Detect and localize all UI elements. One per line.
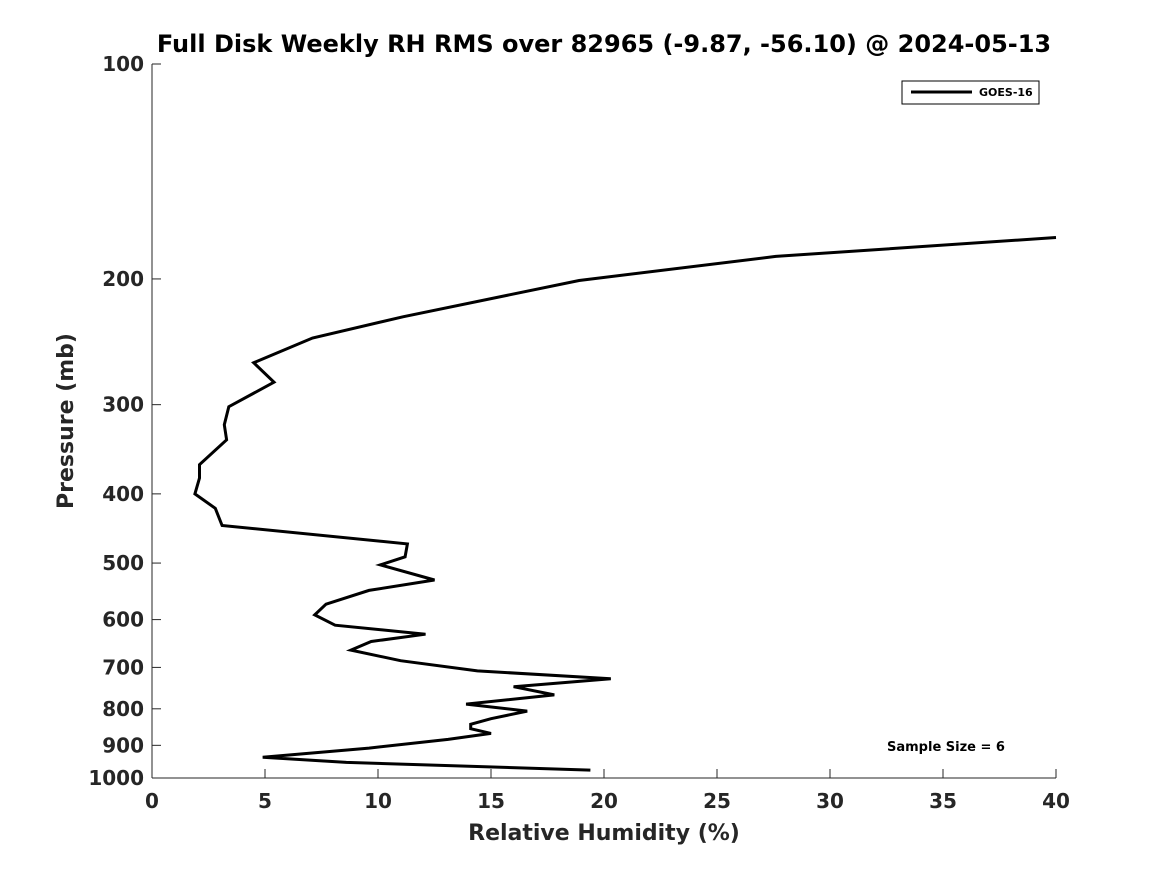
x-tick-label: 25 (703, 789, 731, 813)
y-tick-label: 600 (102, 608, 144, 632)
y-tick-label: 200 (102, 267, 144, 291)
y-tick-label: 700 (102, 655, 144, 679)
x-tick-label: 0 (145, 789, 159, 813)
x-tick-label: 20 (590, 789, 618, 813)
series-layer (193, 236, 1057, 772)
y-tick-label: 1000 (88, 766, 144, 790)
y-tick-label: 100 (102, 52, 144, 76)
x-tick-label: 40 (1042, 789, 1070, 813)
chart-title: Full Disk Weekly RH RMS over 82965 (-9.8… (157, 30, 1051, 58)
sample-size-annotation: Sample Size = 6 (887, 740, 1005, 755)
x-axis: 0 5 10 15 20 25 30 35 40 (145, 769, 1070, 813)
y-tick-label: 800 (102, 697, 144, 721)
x-tick-label: 5 (258, 789, 272, 813)
x-tick-label: 35 (929, 789, 957, 813)
legend-label-goes-16: GOES-16 (979, 86, 1033, 99)
y-axis: 100 200 300 400 500 600 700 800 900 1000 (88, 52, 161, 790)
x-axis-label: Relative Humidity (%) (468, 821, 740, 846)
y-tick-label: 500 (102, 551, 144, 575)
y-tick-label: 400 (102, 482, 144, 506)
y-tick-label: 300 (102, 393, 144, 417)
y-tick-label: 900 (102, 733, 144, 757)
series-line-goes-16 (193, 236, 1057, 772)
y-axis-label: Pressure (mb) (54, 333, 79, 509)
x-tick-label: 15 (477, 789, 505, 813)
x-tick-label: 10 (364, 789, 392, 813)
x-tick-label: 30 (816, 789, 844, 813)
plot-area (152, 64, 1056, 778)
legend: GOES-16 (901, 80, 1040, 105)
